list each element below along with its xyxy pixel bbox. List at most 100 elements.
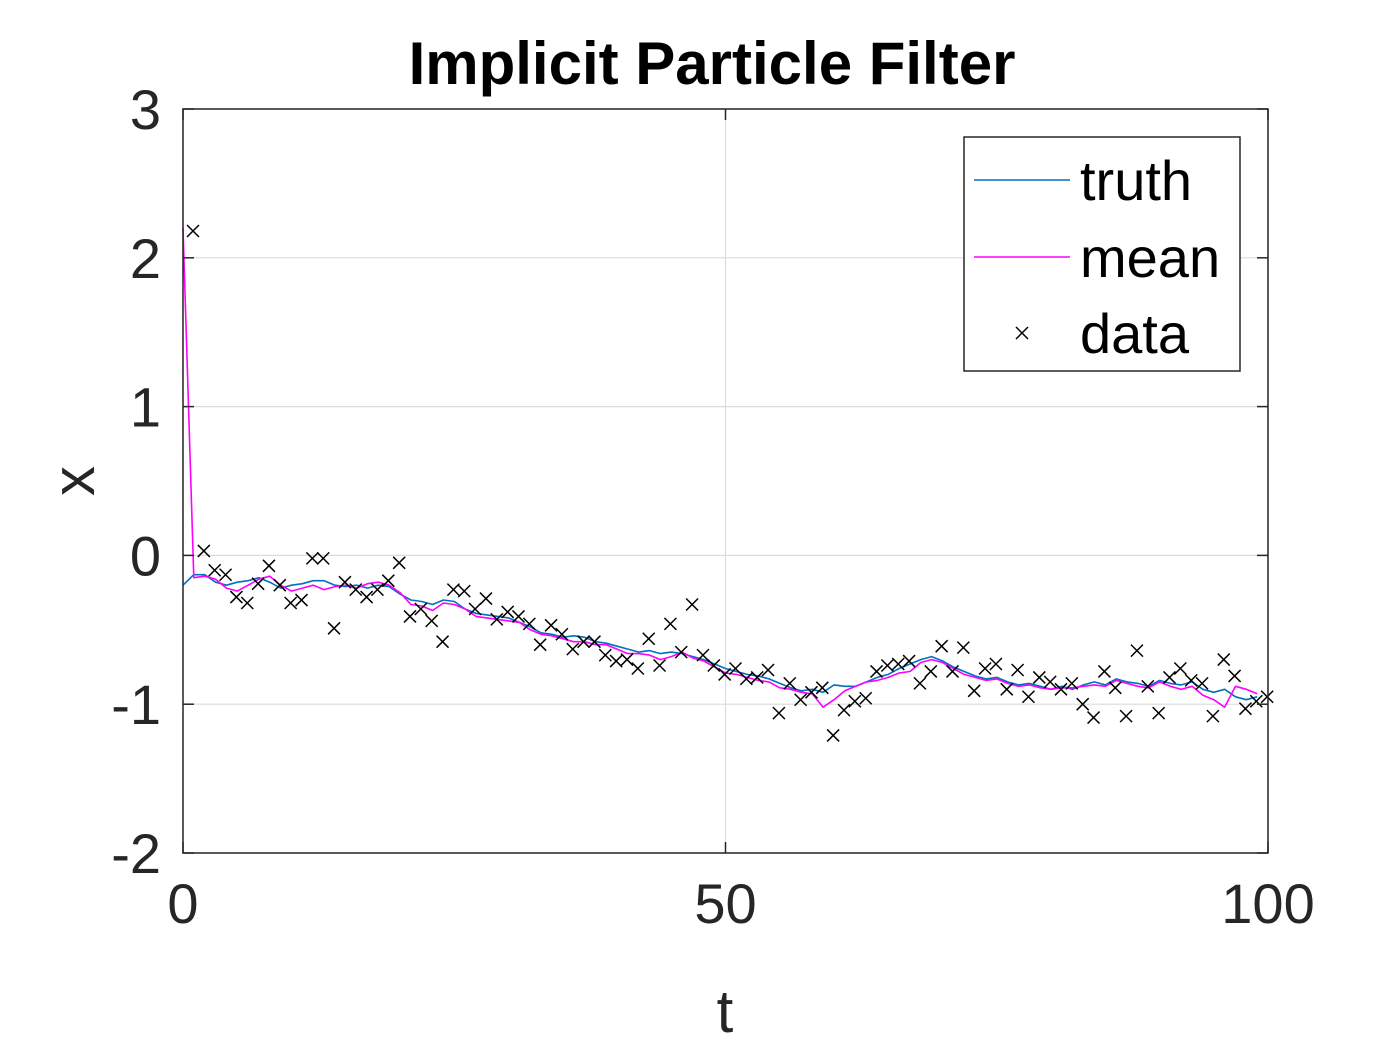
data-point-marker: [316, 551, 330, 565]
data-point-marker: [522, 617, 536, 631]
data-point-marker: [935, 639, 949, 653]
data-point-marker: [1162, 670, 1177, 684]
data-point-marker: [978, 661, 992, 676]
data-point-marker: [989, 657, 1003, 671]
data-point-marker: [457, 584, 471, 598]
data-point-marker: [815, 681, 829, 695]
tick-labels: 0 50 100 -2 -1 0 1 2 3: [111, 78, 1315, 935]
legend-box: [963, 136, 1241, 372]
data-point-marker: [587, 635, 601, 649]
data-point-marker: [370, 583, 384, 597]
data-point-marker: [718, 667, 732, 681]
y-tick-label: 1: [130, 376, 161, 439]
data-point-marker: [707, 658, 721, 673]
y-tick-label: -1: [111, 673, 161, 736]
data-point-marker: [327, 621, 341, 635]
data-point-marker: [804, 685, 818, 699]
data-point-marker: [1130, 644, 1144, 658]
data-point-marker: [924, 664, 938, 678]
data-point-marker: [967, 684, 981, 698]
data-point-marker: [1097, 664, 1111, 678]
x-axis-label: t: [717, 978, 734, 1045]
x-tick-label: 0: [167, 872, 198, 935]
data-point-marker: [360, 590, 374, 604]
data-point-marker: [1119, 709, 1133, 723]
data-point-marker: [1021, 690, 1035, 704]
data-point-marker: [945, 664, 960, 678]
data-point-marker: [511, 609, 526, 623]
legend: truth mean data: [963, 136, 1241, 372]
data-point-marker: [251, 577, 265, 591]
y-tick-label: -2: [111, 822, 161, 885]
data-point-marker: [262, 559, 276, 573]
data-point-marker: [663, 617, 677, 631]
legend-mean-label: mean: [1080, 226, 1220, 289]
data-point-marker: [1011, 663, 1025, 677]
data-point-marker: [1032, 670, 1046, 684]
data-point-marker: [913, 676, 927, 690]
data-point-marker: [446, 583, 460, 597]
data-point-marker: [490, 612, 504, 626]
data-point-marker: [653, 658, 667, 673]
x-tick-label: 100: [1221, 872, 1314, 935]
data-point-marker: [598, 648, 612, 662]
data-point-marker: [1206, 709, 1220, 723]
data-point-marker: [891, 657, 905, 671]
data-point-marker: [381, 574, 395, 588]
data-point-marker: [555, 627, 569, 641]
data-point-marker: [229, 590, 243, 604]
data-point-marker: [284, 596, 298, 610]
x-tick-label: 50: [694, 872, 756, 935]
data-point-marker: [674, 645, 688, 659]
data-point-marker: [436, 635, 450, 649]
legend-truth-label: truth: [1080, 149, 1192, 212]
data-point-marker: [772, 706, 786, 720]
data-point-marker: [739, 672, 753, 686]
data-point-marker: [1260, 690, 1274, 704]
legend-data-swatch: [1015, 326, 1029, 340]
data-point-marker: [728, 661, 743, 676]
data-point-marker: [577, 635, 591, 649]
data-point-marker: [1076, 697, 1090, 711]
data-point-marker: [1000, 682, 1014, 696]
y-tick-label: 0: [130, 524, 161, 587]
data-point-marker: [761, 663, 775, 677]
data-point-marker: [870, 664, 884, 678]
data-point-marker: [1043, 675, 1057, 689]
data-point-marker: [1217, 653, 1231, 667]
data-point-marker: [273, 578, 287, 592]
data-point-marker: [631, 661, 645, 676]
data-point-marker: [826, 728, 840, 742]
series-layer: [182, 224, 1274, 742]
data-point-marker: [956, 641, 970, 655]
data-point-marker: [1065, 676, 1079, 690]
data-point-marker: [468, 602, 482, 616]
y-tick-label: 2: [130, 227, 161, 290]
data-point-marker: [501, 605, 515, 619]
legend-data-cross: [1015, 326, 1029, 340]
data-point-marker: [414, 602, 428, 616]
data-point-marker: [620, 653, 634, 667]
data-point-marker: [848, 694, 862, 708]
data-point-marker: [1054, 682, 1068, 696]
data-point-marker: [1087, 711, 1101, 725]
data-point-marker: [208, 563, 222, 577]
data-point-marker: [1249, 694, 1263, 708]
data-point-marker: [750, 670, 764, 684]
y-axis-label: x: [40, 466, 107, 496]
data-point-marker: [197, 544, 211, 558]
data-point-marker: [425, 614, 439, 628]
data-point-marker: [794, 693, 808, 707]
data-point-marker: [859, 691, 873, 705]
data-point-marker: [642, 632, 656, 646]
data-point-marker: [696, 648, 710, 662]
data-point-marker: [305, 551, 319, 565]
legend-data-label: data: [1080, 302, 1190, 365]
data-point-marker: [349, 583, 363, 597]
data-point-marker: [1228, 669, 1242, 683]
data-point-marker: [219, 568, 233, 582]
data-point-marker: [685, 597, 699, 612]
data-point-marker: [1173, 661, 1187, 676]
data-point-marker: [186, 224, 200, 238]
